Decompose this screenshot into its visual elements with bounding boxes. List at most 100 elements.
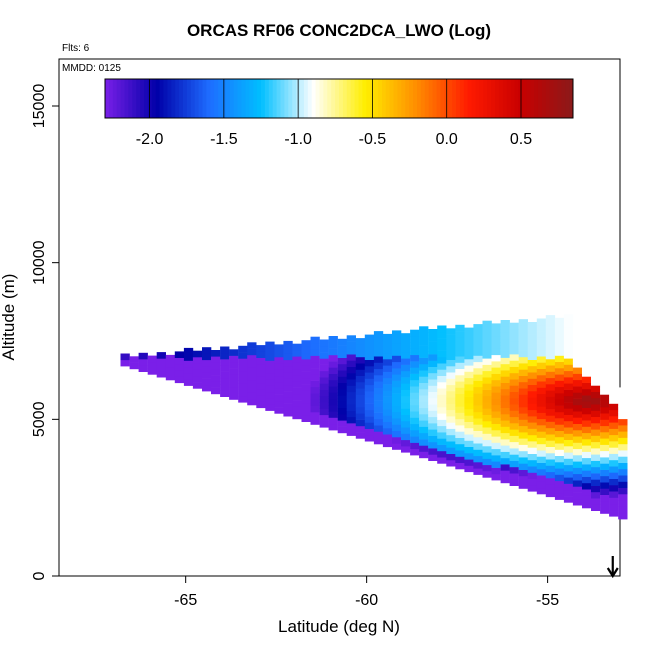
colorbar-segment (175, 79, 180, 118)
colorbar-segment (190, 79, 196, 118)
heatmap-cell (455, 425, 465, 432)
heatmap-cell (591, 354, 601, 361)
heatmap-cell (618, 425, 628, 432)
heatmap-cell (582, 464, 592, 471)
heatmap-cell (563, 389, 574, 397)
heatmap-cell (609, 491, 619, 498)
heatmap-cell (256, 382, 266, 390)
heatmap-cell (464, 390, 474, 397)
heatmap-cell (609, 397, 619, 404)
heatmap-cell (346, 341, 356, 349)
heatmap-cell (310, 336, 320, 344)
heatmap-cell (410, 392, 420, 399)
colorbar: -2.0 -1.5 -1.0 -0.5 0.0 0.5 (104, 78, 574, 148)
heatmap-cell (545, 415, 556, 422)
heatmap-cell (482, 395, 492, 403)
heatmap-cell (554, 399, 565, 406)
heatmap-cell (211, 375, 221, 382)
heatmap-cell (572, 373, 583, 381)
heatmap-cell (328, 411, 338, 418)
heatmap-cell (563, 477, 574, 484)
heatmap-cell (382, 340, 393, 347)
heatmap-cell (419, 363, 429, 371)
heatmap-cell (545, 459, 556, 466)
heatmap-cell (618, 462, 628, 470)
colorbar-segment (323, 79, 328, 118)
heatmap-cell (419, 338, 429, 346)
colorbar-segment (303, 79, 309, 118)
heatmap-cell (283, 372, 293, 379)
heatmap-cell (247, 354, 257, 362)
heatmap-cell (545, 396, 556, 404)
heatmap-cell (455, 362, 465, 369)
heatmap-cell (500, 357, 510, 365)
heatmap-cell (355, 382, 366, 389)
heatmap-cell (174, 370, 185, 377)
colorbar-segment (530, 79, 535, 118)
heatmap-cell (536, 450, 547, 457)
heatmap-cell (500, 345, 510, 352)
heatmap-cell (464, 459, 474, 466)
heatmap-cell (500, 426, 510, 434)
heatmap-cell (337, 407, 347, 415)
heatmap-cell (410, 361, 420, 368)
heatmap-cell (220, 352, 230, 360)
heatmap-cell (518, 475, 528, 483)
heatmap-cell (428, 429, 438, 436)
heatmap-cell (292, 406, 302, 413)
heatmap-cell (373, 331, 384, 338)
heatmap-cell (527, 328, 537, 335)
heatmap-cell (563, 433, 574, 440)
location-arrow-icon (606, 556, 619, 579)
heatmap-cell (355, 394, 366, 402)
y-tick-label: 15000 (31, 84, 48, 129)
heatmap-cell (455, 431, 465, 438)
colorbar-segment (327, 79, 332, 118)
heatmap-cell (392, 399, 402, 406)
heatmap-cell (473, 443, 483, 450)
heatmap-cell (238, 352, 248, 359)
heatmap-cell (392, 355, 402, 363)
heatmap-cell (446, 334, 456, 342)
heatmap-cell (419, 388, 429, 396)
heatmap-cell (292, 368, 302, 376)
heatmap-cell (572, 361, 583, 368)
heatmap-cell (545, 440, 556, 447)
heatmap-cell (600, 369, 610, 376)
colorbar-segment (186, 79, 192, 118)
heatmap-cell (473, 330, 483, 337)
heatmap-cell (419, 407, 429, 415)
heatmap-cell (265, 347, 275, 355)
heatmap-cell (536, 356, 547, 363)
heatmap-cell (491, 361, 501, 368)
heatmap-cell (446, 384, 456, 392)
heatmap-cell (572, 492, 583, 500)
heatmap-cell (473, 418, 483, 425)
heatmap-cell (401, 439, 411, 447)
heatmap-cell (220, 377, 230, 385)
heatmap-cell (500, 326, 510, 333)
heatmap-cell (283, 397, 293, 404)
heatmap-cell (147, 355, 157, 363)
heatmap-cell (256, 395, 266, 402)
colorbar-segment (159, 79, 164, 118)
heatmap-cell (509, 410, 519, 418)
heatmap-cell (373, 368, 384, 376)
heatmap-cell (292, 387, 302, 395)
heatmap-cell (355, 350, 366, 358)
heatmap-cell (536, 487, 547, 495)
heatmap-cell (292, 393, 302, 401)
heatmap-cell (591, 491, 601, 499)
heatmap-cell (410, 379, 420, 387)
heatmap-cell (509, 441, 519, 449)
heatmap-cell (563, 408, 574, 415)
heatmap-cell (437, 369, 447, 376)
heatmap-cell (482, 471, 492, 478)
heatmap-cell (355, 375, 366, 383)
heatmap-cell (500, 320, 510, 327)
colorbar-segment (452, 79, 457, 118)
heatmap-cell (319, 383, 329, 390)
heatmap-cell (491, 473, 501, 481)
heatmap-cell (473, 386, 483, 394)
heatmap-cell (147, 361, 157, 369)
